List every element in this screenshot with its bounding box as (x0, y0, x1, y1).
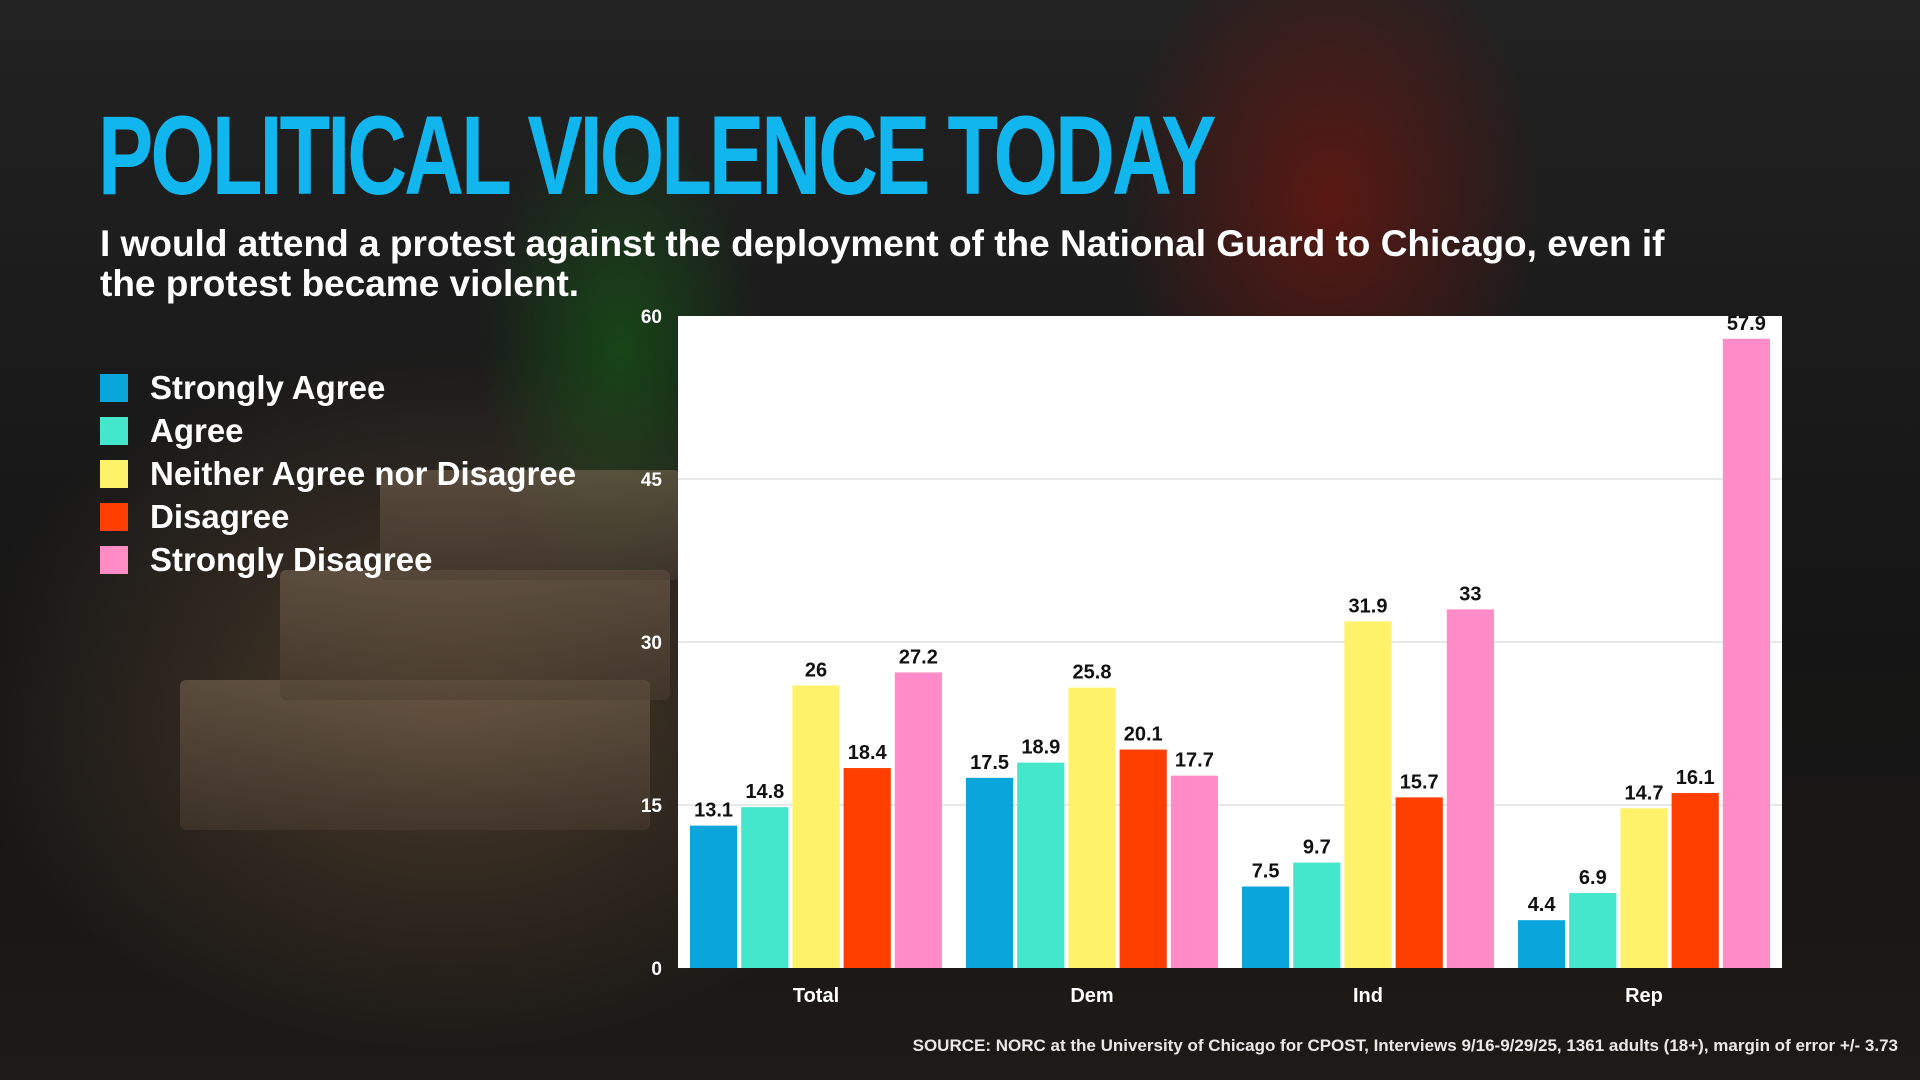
bar (1722, 338, 1770, 968)
data-label: 27.2 (899, 646, 938, 668)
data-label: 13.1 (694, 800, 733, 822)
data-label: 57.9 (1727, 313, 1766, 335)
data-label: 9.7 (1303, 837, 1331, 859)
legend-swatch (100, 416, 128, 445)
data-label: 33 (1459, 583, 1481, 605)
bar (1170, 775, 1218, 968)
data-label: 17.5 (970, 752, 1009, 774)
legend-label: Neither Agree nor Disagree (150, 454, 577, 492)
x-tick-label: Rep (1625, 985, 1663, 1007)
legend-label: Strongly Agree (150, 368, 386, 406)
legend-label: Strongly Disagree (150, 540, 433, 578)
data-label: 4.4 (1528, 894, 1557, 916)
bar (792, 685, 840, 968)
data-label: 7.5 (1252, 861, 1280, 883)
y-tick-label: 30 (641, 633, 662, 654)
bar (1344, 621, 1392, 968)
x-tick-label: Dem (1070, 985, 1113, 1007)
legend-item: Strongly Disagree (100, 538, 576, 581)
bar (1242, 886, 1290, 968)
chart-legend: Strongly Agree Agree Neither Agree nor D… (100, 366, 576, 581)
bar (1620, 808, 1668, 968)
bar (1446, 609, 1494, 968)
x-tick-label: Ind (1353, 985, 1383, 1007)
data-label: 15.7 (1400, 771, 1439, 793)
data-label: 18.4 (848, 742, 888, 764)
y-tick-label: 15 (641, 796, 663, 817)
legend-item: Neither Agree nor Disagree (100, 452, 576, 495)
bar (1119, 749, 1167, 968)
legend-label: Agree (150, 411, 244, 449)
legend-swatch (100, 459, 128, 488)
data-label: 20.1 (1124, 724, 1163, 746)
y-tick-label: 60 (641, 307, 662, 328)
data-label: 17.7 (1175, 750, 1214, 772)
data-label: 14.7 (1625, 782, 1664, 804)
legend-item: Agree (100, 409, 576, 452)
legend-label: Disagree (150, 497, 290, 535)
legend-swatch (100, 502, 128, 531)
data-label: 14.8 (745, 781, 784, 803)
bar (690, 825, 738, 968)
data-label: 18.9 (1021, 737, 1060, 759)
bar (1017, 762, 1065, 968)
bar (1293, 862, 1341, 968)
data-label: 16.1 (1676, 767, 1715, 789)
page-subtitle: I would attend a protest against the dep… (100, 223, 1665, 304)
bar (894, 672, 942, 968)
bar (741, 807, 789, 968)
y-tick-label: 0 (651, 959, 662, 980)
background-wood-block (280, 570, 670, 700)
bar (966, 777, 1014, 968)
bar (1395, 797, 1443, 968)
data-label: 31.9 (1349, 595, 1388, 617)
bar (1671, 793, 1719, 968)
data-label: 25.8 (1073, 662, 1112, 684)
background-wood-block (380, 470, 680, 580)
bar (1569, 893, 1617, 968)
legend-item: Strongly Agree (100, 366, 576, 409)
x-tick-label: Total (793, 985, 839, 1007)
legend-item: Disagree (100, 495, 576, 538)
legend-swatch (100, 373, 128, 402)
legend-swatch (100, 545, 128, 574)
data-label: 26 (805, 659, 827, 681)
data-label: 6.9 (1579, 867, 1607, 889)
source-note: SOURCE: NORC at the University of Chicag… (912, 1036, 1898, 1055)
bar (1518, 920, 1566, 968)
y-tick-label: 45 (641, 470, 663, 491)
bar (1068, 687, 1116, 968)
page-title: POLITICAL VIOLENCE TODAY (98, 93, 1217, 218)
bar (843, 768, 891, 968)
background-wood-block (180, 680, 650, 830)
